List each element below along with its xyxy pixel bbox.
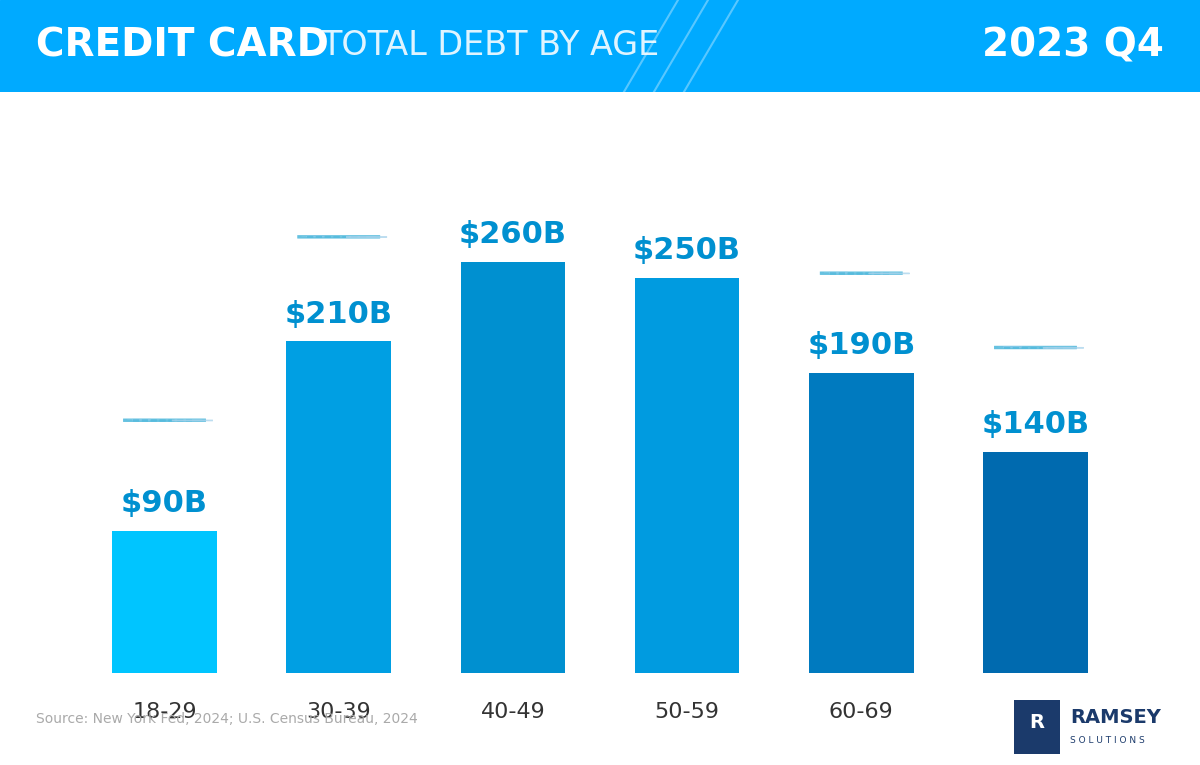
Text: 2023 Q4: 2023 Q4 <box>982 27 1164 65</box>
Text: 60-69: 60-69 <box>829 702 894 721</box>
Text: Source: New York Fed, 2024; U.S. Census Bureau, 2024: Source: New York Fed, 2024; U.S. Census … <box>36 712 418 726</box>
Text: CREDIT CARD: CREDIT CARD <box>36 27 329 65</box>
FancyBboxPatch shape <box>821 272 901 274</box>
Text: $250B: $250B <box>634 236 742 265</box>
Text: TOTAL DEBT BY AGE: TOTAL DEBT BY AGE <box>322 29 660 63</box>
Text: R: R <box>1030 714 1044 732</box>
FancyBboxPatch shape <box>1014 700 1060 754</box>
FancyBboxPatch shape <box>473 162 553 163</box>
Text: 30-39: 30-39 <box>306 702 371 721</box>
Text: 18-29: 18-29 <box>132 702 197 721</box>
FancyBboxPatch shape <box>995 347 1076 348</box>
Text: RAMSEY: RAMSEY <box>1070 708 1162 727</box>
Text: $210B: $210B <box>284 300 392 328</box>
Bar <box>113 531 217 673</box>
Bar <box>461 262 565 673</box>
Text: $140B: $140B <box>982 410 1090 439</box>
Text: $90B: $90B <box>121 490 208 518</box>
FancyBboxPatch shape <box>647 177 727 179</box>
FancyBboxPatch shape <box>124 419 205 421</box>
Bar <box>983 452 1087 673</box>
Text: $260B: $260B <box>458 220 566 249</box>
Text: 40-49: 40-49 <box>480 702 545 721</box>
Bar <box>287 341 391 673</box>
Text: S O L U T I O N S: S O L U T I O N S <box>1070 736 1145 745</box>
Text: 50-59: 50-59 <box>654 702 720 721</box>
Bar <box>809 373 913 673</box>
Bar <box>635 278 739 673</box>
FancyBboxPatch shape <box>299 236 379 237</box>
Text: $190B: $190B <box>808 331 916 360</box>
Text: 70+: 70+ <box>1012 702 1058 721</box>
